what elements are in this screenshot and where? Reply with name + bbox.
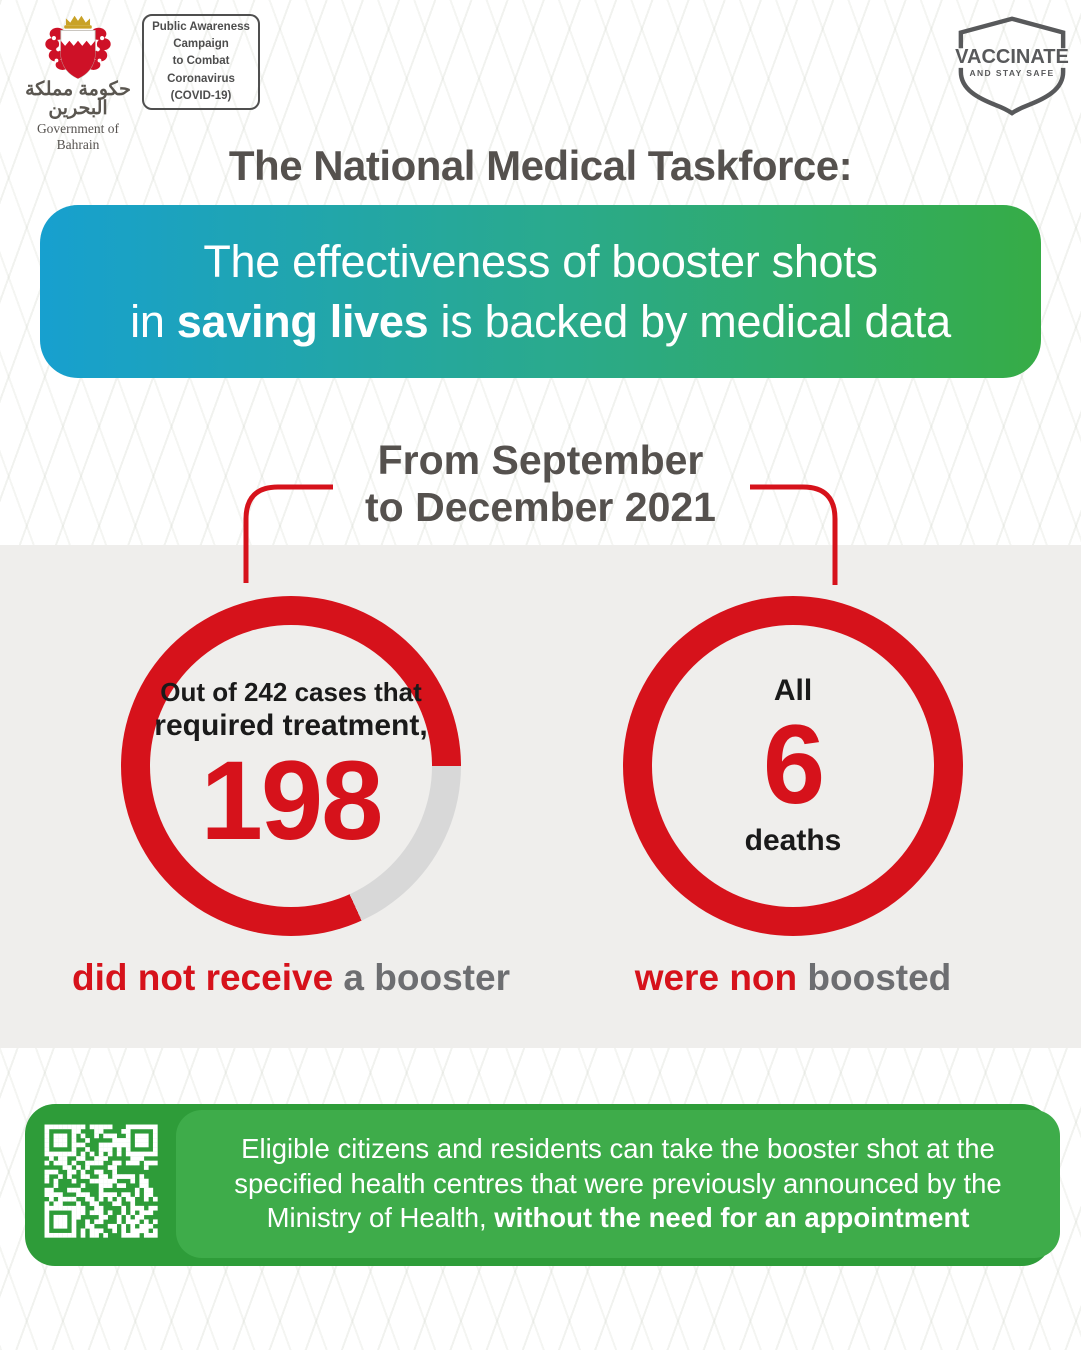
- deaths-caption: were non boosted: [634, 957, 952, 998]
- government-arabic-name: حكومة مملكة البحرين: [25, 79, 131, 119]
- headline-banner: The effectiveness of booster shots in sa…: [40, 205, 1041, 378]
- period-line1: From September: [377, 437, 704, 483]
- vaccinate-subtitle: AND STAY SAFE: [969, 68, 1055, 78]
- period-brackets: [243, 484, 838, 585]
- qr-code: [40, 1120, 162, 1242]
- campaign-line: (COVID-19): [170, 89, 232, 102]
- footer-banner: Eligible citizens and residents can take…: [176, 1110, 1060, 1258]
- headline-line2: in saving lives is backed by medical dat…: [130, 295, 951, 347]
- government-logo: حكومة مملكة البحرين Government of Bahrai…: [14, 8, 142, 153]
- donut-chart-cases: Out of 242 cases that required treatment…: [121, 596, 461, 936]
- cases-caption: did not receive a booster: [72, 957, 510, 998]
- period-line2: to December 2021: [365, 484, 716, 531]
- page-title: The National Medical Taskforce:: [228, 142, 853, 189]
- bahrain-coat-of-arms-icon: [45, 15, 111, 80]
- deaths-number: 6: [762, 701, 825, 827]
- cases-intro-line2: required treatment,: [154, 709, 428, 743]
- campaign-line: to Combat: [172, 55, 230, 68]
- deaths-label-bottom: deaths: [744, 824, 842, 858]
- headline-line1: The effectiveness of booster shots: [203, 236, 878, 288]
- footer-bold: without the need for an appointment: [494, 1202, 970, 1234]
- vaccinate-shield-icon: [958, 16, 1066, 116]
- campaign-line: Campaign: [173, 38, 229, 51]
- footer-line1: Eligible citizens and residents can take…: [241, 1132, 995, 1164]
- donut-cases-content: Out of 242 cases that required treatment…: [150, 625, 432, 907]
- government-caption: Government of Bahrain: [36, 121, 120, 152]
- footer-line3: Ministry of Health, without the need for…: [266, 1202, 970, 1234]
- campaign-line: Public Awareness: [152, 20, 250, 33]
- donut-chart-deaths: All 6 deaths: [623, 596, 963, 936]
- campaign-line: Coronavirus: [167, 72, 235, 85]
- vaccinate-badge: VACCINATE AND STAY SAFE: [953, 6, 1071, 120]
- deaths-label-top: All: [773, 673, 813, 707]
- cases-number: 198: [200, 738, 384, 864]
- vaccinate-title: VACCINATE: [955, 46, 1069, 68]
- donut-deaths-content: All 6 deaths: [652, 625, 934, 907]
- footer-line2: specified health centres that were previ…: [234, 1167, 1002, 1199]
- cases-intro-line1: Out of 242 cases that: [160, 677, 422, 708]
- period-heading: From September to December 2021: [0, 437, 1081, 531]
- campaign-box: Public Awareness Campaign to Combat Coro…: [142, 14, 260, 110]
- stats-section: Out of 242 cases that required treatment…: [0, 545, 1081, 1048]
- headline-bold: saving lives: [176, 295, 429, 347]
